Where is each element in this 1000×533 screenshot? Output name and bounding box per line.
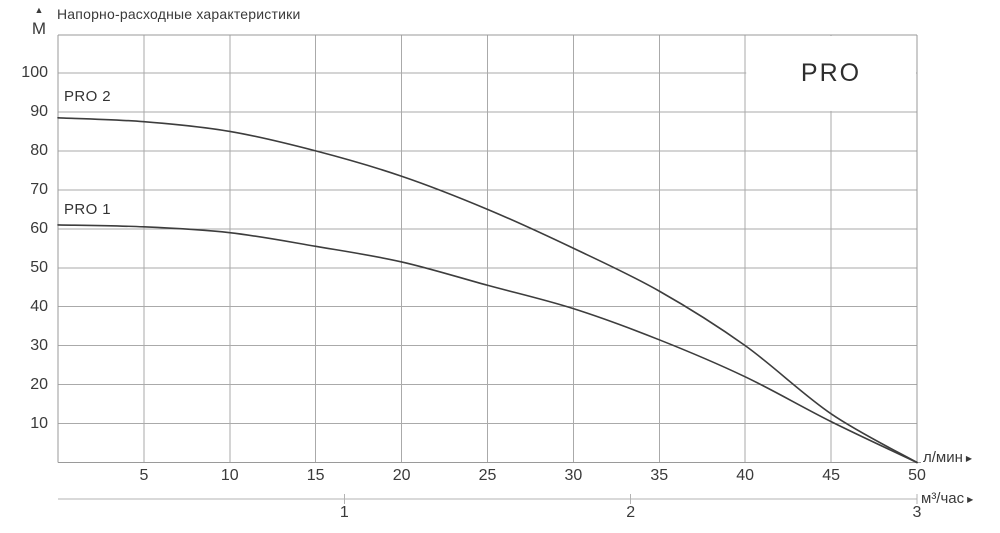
x-tick-label: 10 (220, 467, 239, 484)
y-tick-label: 10 (30, 414, 48, 432)
x-tick-label: 35 (650, 467, 669, 484)
x-tick-label: 25 (478, 467, 497, 484)
y-axis-arrow-icon: ▲ (34, 5, 44, 15)
curve-pro-2 (57, 116, 918, 464)
x-secondary-tick-label: 2 (626, 504, 636, 521)
y-tick-label: 90 (30, 102, 48, 120)
x-tick-label: 45 (822, 467, 840, 484)
x-tick-label: 40 (736, 467, 755, 484)
x-axis-primary-unit: л/мин ▶ (923, 449, 972, 466)
x-tick-label: 5 (139, 467, 149, 484)
y-tick-label: 20 (30, 375, 48, 393)
y-tick-label: 60 (30, 219, 48, 237)
pro-series-badge: PRO (800, 59, 862, 87)
y-tick-label: 50 (30, 258, 48, 276)
series-label-pro-2: PRO 2 (64, 88, 112, 105)
curve-pro-1 (57, 224, 918, 464)
x-tick-label: 20 (392, 467, 411, 484)
series-label-pro-1: PRO 1 (64, 201, 112, 218)
x-tick-label: 15 (306, 467, 325, 484)
x-axis-primary-unit-text: л/мин (923, 449, 963, 466)
y-tick-label: 30 (30, 336, 48, 354)
y-tick-label: 40 (30, 297, 48, 315)
pro-badge-backdrop (746, 36, 916, 111)
x-axis-secondary-unit-text: м³/час (921, 490, 965, 507)
x-tick-label: 30 (564, 467, 583, 484)
x-axis-arrow-icon: ▶ (965, 454, 973, 463)
y-tick-label: 80 (30, 141, 48, 159)
y-axis-unit-label: М (31, 19, 47, 38)
x-axis-arrow-icon: ▶ (967, 495, 974, 504)
x-tick-label: 50 (908, 467, 926, 484)
y-tick-label: 100 (21, 64, 48, 81)
y-tick-label: 70 (30, 180, 48, 198)
x-secondary-tick-label: 1 (339, 504, 349, 521)
chart-title: Напорно-расходные характеристики (57, 6, 301, 22)
x-axis-secondary-unit: м³/час ▶ (921, 490, 973, 507)
x-secondary-tick-label: 3 (912, 504, 922, 521)
